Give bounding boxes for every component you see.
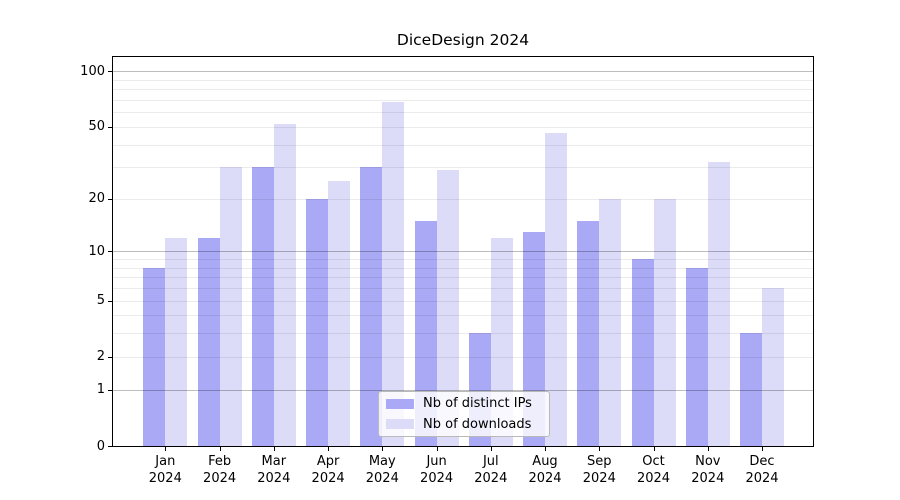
x-axis-tick-label: May 2024: [365, 454, 399, 486]
gridline-minor: [113, 89, 813, 91]
x-axis-tick-label: Aug 2024: [528, 454, 562, 486]
bar-downloads-nov: [707, 162, 730, 446]
bar-distinct-ips-nov: [685, 267, 708, 446]
bar-downloads-jun: [436, 169, 459, 446]
bar-distinct-ips-apr: [306, 198, 329, 446]
y-axis-tick-label: 100: [80, 63, 105, 79]
x-axis-tick: [762, 447, 763, 451]
x-axis-tick: [273, 447, 275, 451]
bar-distinct-ips-dec: [740, 333, 762, 446]
x-axis-tick-label: Sep 2024: [582, 454, 616, 486]
x-axis-tick-label: Oct 2024: [636, 454, 671, 486]
x-axis-tick: [328, 447, 330, 451]
plot-area: Nb of distinct IPs Nb of downloads: [112, 56, 814, 447]
gridline-major: [113, 251, 813, 253]
gridline-minor: [113, 144, 813, 146]
bar-downloads-sep: [599, 198, 622, 446]
legend-label: Nb of distinct IPs: [423, 396, 532, 412]
y-axis-tick: [108, 389, 112, 391]
x-axis-tick: [653, 447, 655, 451]
bar-downloads-may: [382, 102, 405, 446]
bar-distinct-ips-sep: [577, 220, 600, 446]
gridline-minor: [113, 198, 813, 200]
x-axis-tick: [490, 447, 492, 451]
x-axis-tick: [599, 447, 601, 451]
x-axis-tick-label: Feb 2024: [203, 454, 237, 486]
y-axis-tick-label: 5: [96, 293, 105, 308]
bar-distinct-ips-jun: [414, 220, 437, 446]
bar-downloads-aug: [545, 133, 568, 446]
gridline-major: [113, 389, 813, 391]
bar-distinct-ips-oct: [631, 259, 654, 446]
y-axis-tick-label: 20: [88, 191, 105, 207]
gridline-minor: [113, 288, 813, 289]
x-axis-tick-label: Dec 2024: [745, 454, 779, 486]
gridline-minor: [113, 300, 813, 302]
gridline-minor: [113, 333, 813, 335]
x-axis-tick: [545, 447, 546, 451]
legend-swatch-downloads: [386, 419, 414, 430]
x-axis-tick: [436, 447, 438, 451]
gridline-minor: [113, 277, 813, 279]
gridline-minor: [113, 99, 813, 101]
bar-distinct-ips-feb: [197, 237, 220, 446]
x-axis-tick: [382, 447, 384, 451]
y-axis-tick: [108, 446, 112, 447]
bar-downloads-oct: [653, 198, 676, 446]
legend-label: Nb of downloads: [423, 416, 532, 432]
x-axis-tick-label: Jun 2024: [420, 454, 454, 486]
y-axis-tick: [108, 71, 112, 73]
y-axis-tick: [108, 300, 112, 302]
bar-downloads-mar: [273, 123, 296, 446]
gridline-minor: [113, 126, 813, 128]
legend-swatch-distinct-ips: [386, 398, 414, 409]
gridline-major: [113, 71, 813, 73]
bar-distinct-ips-mar: [251, 167, 274, 446]
gridline-minor: [113, 356, 813, 358]
y-axis-tick-label: 50: [88, 119, 105, 135]
gridline-minor: [113, 167, 813, 169]
y-axis-tick: [108, 126, 112, 128]
y-axis-tick-label: 1: [96, 382, 105, 398]
legend: Nb of distinct IPs Nb of downloads: [378, 391, 550, 437]
gridline-minor: [113, 315, 813, 317]
gridline-minor: [113, 112, 813, 114]
bar-distinct-ips-jan: [143, 267, 166, 446]
y-axis-tick-label: 2: [96, 349, 105, 365]
bar-downloads-apr: [328, 181, 351, 446]
y-axis-tick: [108, 356, 112, 358]
bar-distinct-ips-may: [360, 167, 383, 446]
bar-downloads-feb: [219, 167, 242, 446]
chart-title: DiceDesign 2024: [396, 31, 530, 49]
x-axis-tick-label: Mar 2024: [257, 454, 291, 486]
bar-downloads-jan: [165, 237, 188, 446]
grid-layer: [113, 57, 813, 446]
gridline-minor: [113, 79, 813, 81]
legend-item: Nb of downloads: [386, 416, 542, 434]
y-axis-tick: [108, 198, 112, 200]
x-axis-tick: [707, 447, 709, 451]
x-axis-tick: [165, 447, 167, 451]
gridline-minor: [113, 267, 813, 269]
x-axis-tick: [219, 447, 221, 451]
bar-downloads-dec: [762, 288, 784, 446]
legend-item: Nb of distinct IPs: [386, 395, 542, 413]
y-axis-tick-label: 10: [88, 243, 105, 259]
y-axis-tick-label: 0: [96, 438, 105, 454]
x-axis-tick-label: Nov 2024: [691, 454, 725, 486]
x-axis-tick-label: Apr 2024: [311, 454, 345, 486]
x-axis-tick-label: Jan 2024: [148, 454, 182, 486]
y-axis-tick: [108, 251, 112, 253]
gridline-minor: [113, 259, 813, 260]
x-axis-tick-label: Jul 2024: [474, 454, 508, 486]
